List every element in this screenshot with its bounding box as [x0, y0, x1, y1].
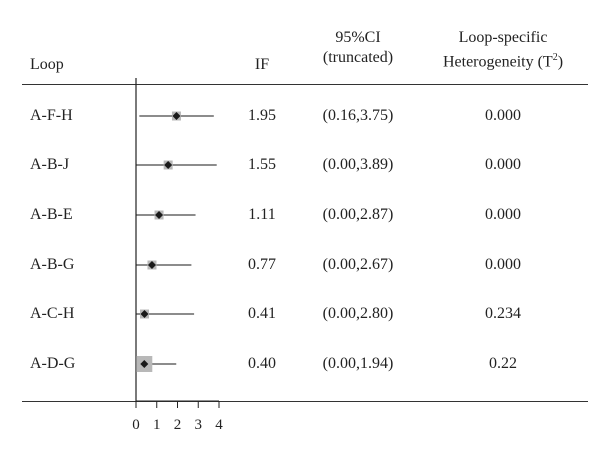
- header-het-sup: 2: [552, 52, 558, 63]
- header-ci-line2: (truncated): [322, 49, 394, 66]
- heterogeneity-value: 0.000: [485, 256, 521, 273]
- loop-label: A-C-H: [30, 305, 75, 322]
- if-value: 1.55: [248, 156, 276, 173]
- if-value: 0.40: [248, 355, 276, 372]
- ci-value: (0.00,1.94): [322, 355, 394, 372]
- header-ci: 95%CI (truncated): [300, 28, 416, 68]
- header-het-line1: Loop-specific: [458, 29, 548, 46]
- heterogeneity-value: 0.000: [485, 206, 521, 223]
- if-value: 1.11: [248, 206, 276, 223]
- header-ci-line1: 95%CI: [335, 29, 381, 46]
- ci-value: (0.00,2.87): [322, 206, 394, 223]
- if-value: 0.41: [248, 305, 276, 322]
- heterogeneity-value: 0.000: [485, 156, 521, 173]
- estimate-marker: [172, 112, 181, 120]
- loop-label: A-B-J: [30, 156, 70, 173]
- estimate-marker: [155, 211, 164, 219]
- if-value: 1.95: [248, 107, 276, 124]
- loop-label: A-B-G: [30, 256, 75, 273]
- footer-rule: [22, 401, 588, 402]
- ci-value: (0.00,2.80): [322, 305, 394, 322]
- loop-label: A-D-G: [30, 355, 76, 372]
- estimate-marker: [147, 261, 156, 269]
- loop-label: A-F-H: [30, 107, 73, 124]
- header-het-line2: Heterogeneity (T2): [418, 48, 588, 72]
- estimate-marker: [164, 161, 173, 169]
- ci-value: (0.00,3.89): [322, 156, 394, 173]
- header-if: IF: [254, 56, 270, 73]
- estimate-marker: [140, 360, 149, 368]
- x-tick-label: 2: [174, 417, 182, 433]
- loop-label: A-B-E: [30, 206, 73, 223]
- ci-value: (0.00,2.67): [322, 256, 394, 273]
- heterogeneity-value: 0.000: [485, 107, 521, 124]
- x-tick-label: 3: [195, 417, 203, 433]
- x-tick-label: 0: [132, 417, 140, 433]
- x-tick-label: 1: [153, 417, 161, 433]
- ci-value: (0.16,3.75): [322, 107, 394, 124]
- estimate-marker: [140, 310, 149, 318]
- x-tick-label: 4: [215, 417, 223, 433]
- header-het-suffix: ): [557, 53, 564, 71]
- heterogeneity-value: 0.22: [489, 355, 517, 372]
- header-rule: [22, 84, 588, 85]
- header-heterogeneity: Loop-specific Heterogeneity (T2): [418, 28, 588, 72]
- header-het-prefix: Heterogeneity (T: [442, 53, 553, 71]
- heterogeneity-value: 0.234: [485, 305, 521, 322]
- header-loop: Loop: [30, 56, 64, 73]
- if-value: 0.77: [248, 256, 276, 273]
